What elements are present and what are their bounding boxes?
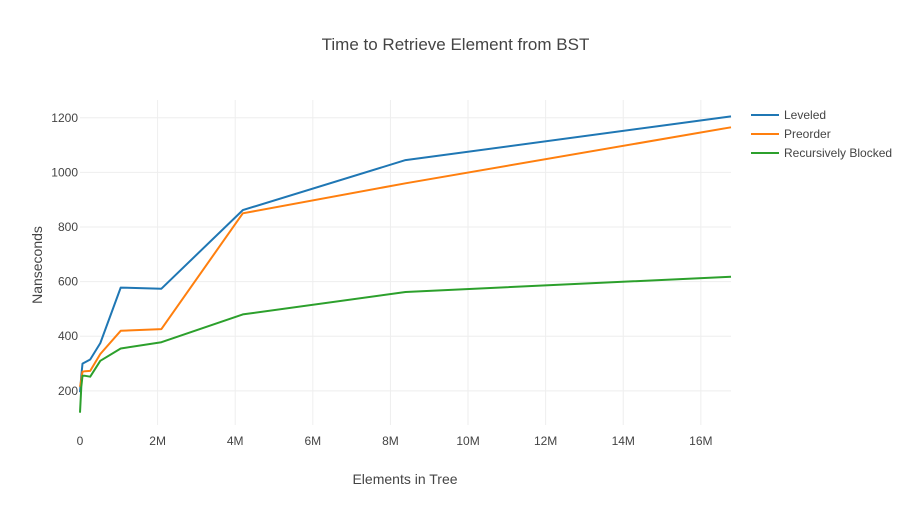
y-axis-title: Nanseconds	[29, 226, 45, 304]
series-line-leveled	[79, 115, 732, 393]
x-axis-title: Elements in Tree	[352, 471, 457, 487]
x-tick-label: 0	[77, 434, 84, 448]
x-tick-label: 8M	[382, 434, 399, 448]
legend-item[interactable]: Leveled	[751, 108, 826, 122]
y-tick-label: 800	[58, 220, 78, 234]
x-tick-label: 4M	[227, 434, 244, 448]
legend-item[interactable]: Recursively Blocked	[751, 146, 892, 160]
x-tick-label: 14M	[612, 434, 635, 448]
x-tick-label: 16M	[689, 434, 712, 448]
legend-item[interactable]: Preorder	[751, 127, 831, 141]
legend-label: Preorder	[784, 127, 831, 141]
x-tick-label: 12M	[534, 434, 557, 448]
y-axis-ticks: 200 400 600 800 1000 1200	[51, 111, 78, 398]
legend: Leveled Preorder Recursively Blocked	[751, 108, 892, 160]
x-axis-ticks: 0 2M 4M 6M 8M 10M 12M 14M 16M	[77, 434, 713, 448]
legend-label: Recursively Blocked	[784, 146, 892, 160]
x-tick-label: 2M	[149, 434, 166, 448]
series-line-preorder	[79, 126, 732, 387]
chart-title: Time to Retrieve Element from BST	[322, 35, 590, 54]
x-tick-label: 10M	[456, 434, 479, 448]
series-lines	[79, 115, 732, 413]
y-tick-label: 1000	[51, 165, 78, 179]
legend-label: Leveled	[784, 108, 826, 122]
y-tick-label: 1200	[51, 111, 78, 125]
y-tick-label: 200	[58, 384, 78, 398]
y-tick-label: 600	[58, 275, 78, 289]
x-tick-label: 6M	[304, 434, 321, 448]
y-tick-label: 400	[58, 329, 78, 343]
series-line-recursively-blocked	[79, 275, 732, 413]
